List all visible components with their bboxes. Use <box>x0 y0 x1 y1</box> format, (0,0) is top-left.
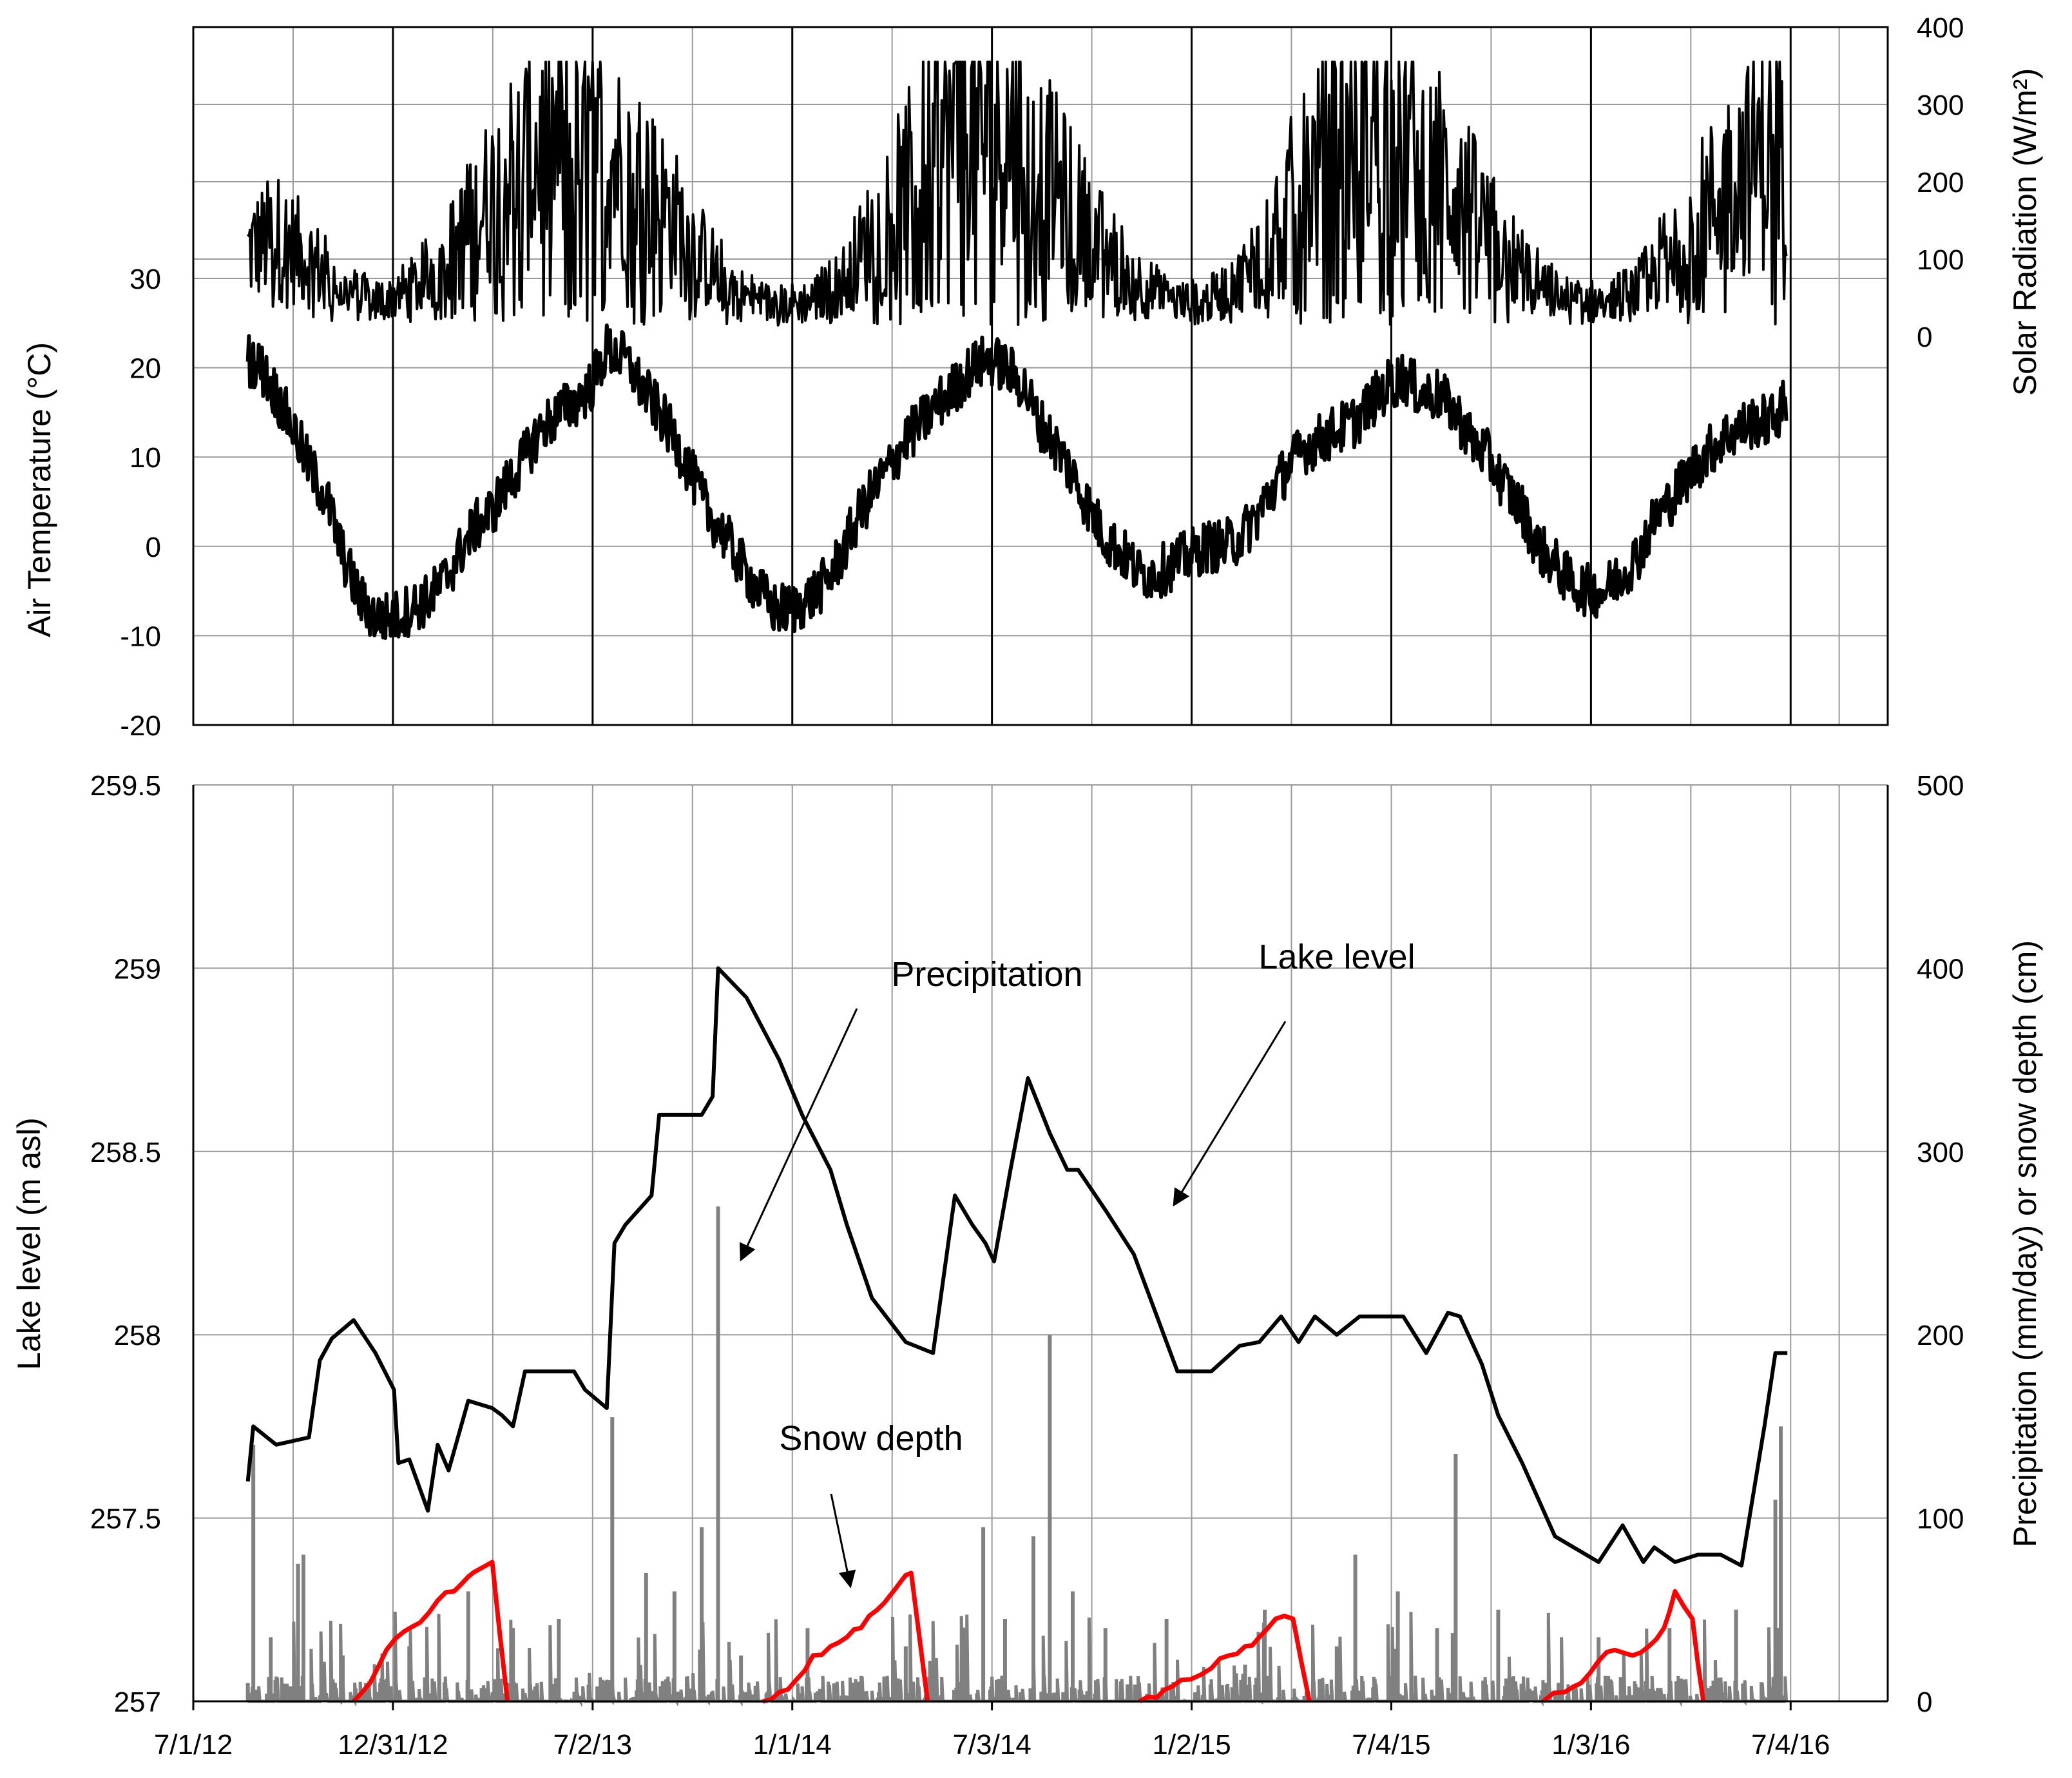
top-right-tick-label: 100 <box>1917 244 1964 276</box>
x-tick-label: 12/31/12 <box>338 1729 448 1761</box>
bottom-right-tick-label: 400 <box>1917 953 1964 985</box>
x-axis-tick-labels: 7/1/12 12/31/12 7/2/13 1/1/14 7/3/14 1/2/15 7/… <box>154 1701 1830 1761</box>
bottom-left-tick-label: 259.5 <box>90 770 161 802</box>
bottom-left-tick-label: 257.5 <box>90 1503 161 1535</box>
snow-depth-line <box>1138 1614 1312 1704</box>
x-tick-label: 1/1/14 <box>753 1729 832 1761</box>
top-left-axis-title: Air Temperature (°C) <box>21 342 57 637</box>
air-temperature-line <box>245 323 1789 640</box>
x-tick-label: 7/4/16 <box>1751 1729 1830 1761</box>
bottom-right-tick-label: 200 <box>1917 1320 1964 1351</box>
top-left-tick-label: -20 <box>120 710 161 742</box>
top-plot-frame <box>192 26 1889 726</box>
bottom-right-tick-label: 0 <box>1917 1686 1932 1718</box>
annotation-precipitation-arrow <box>739 1008 858 1262</box>
bottom-left-tick-label: 258.5 <box>90 1137 161 1168</box>
annotation-lake-level: Lake level <box>1258 938 1415 976</box>
x-tick-label: 7/2/13 <box>553 1729 632 1761</box>
top-right-tick-labels: 0 100 200 300 400 <box>1917 12 1964 353</box>
x-tick-label: 7/3/14 <box>952 1729 1031 1761</box>
top-left-tick-label: 0 <box>146 532 161 563</box>
top-right-tick-label: 300 <box>1917 90 1964 121</box>
top-panel: -20 -10 0 10 20 30 0 100 200 300 400 Air Temperat… <box>21 12 2043 742</box>
top-left-tick-label: 20 <box>130 353 161 385</box>
bottom-right-tick-labels: 0 100 200 300 400 500 <box>1917 770 1964 1718</box>
bottom-left-axis-title: Lake level (m asl) <box>11 1117 47 1370</box>
bottom-left-tick-label: 258 <box>114 1320 161 1351</box>
top-series <box>245 61 1789 640</box>
top-right-tick-label: 200 <box>1917 167 1964 198</box>
bottom-left-tick-labels: 257 257.5 258 258.5 259 259.5 <box>90 770 161 1718</box>
top-right-axis-title: Solar Radiation (W/m²) <box>2007 68 2043 396</box>
snow-depth-line <box>762 1570 930 1704</box>
bottom-panel: 257 257.5 258 258.5 259 259.5 0 100 200 300 400 50… <box>11 770 2043 1761</box>
top-left-tick-label: 10 <box>130 442 161 474</box>
top-left-tick-label: -10 <box>120 621 161 652</box>
bottom-right-tick-label: 500 <box>1917 770 1964 802</box>
annotations: Precipitation Lake level Snow depth <box>739 938 1415 1589</box>
top-left-tick-labels: -20 -10 0 10 20 30 <box>120 264 161 742</box>
annotation-lake-level-arrow <box>1173 1021 1287 1207</box>
x-tick-label: 1/2/15 <box>1152 1729 1231 1761</box>
bottom-left-tick-label: 257 <box>114 1686 161 1718</box>
x-tick-label: 7/1/12 <box>154 1729 233 1761</box>
solar-radiation-line <box>246 61 1788 327</box>
x-tick-label: 1/3/16 <box>1551 1729 1630 1761</box>
lake-level-line <box>245 966 1788 1568</box>
annotation-snow-depth-arrow <box>830 1493 856 1589</box>
annotation-precipitation: Precipitation <box>891 955 1082 994</box>
top-right-tick-label: 0 <box>1917 322 1932 353</box>
bottom-right-tick-label: 300 <box>1917 1137 1964 1168</box>
annotation-snow-depth: Snow depth <box>779 1419 963 1458</box>
bottom-right-axis-title: Precipitation (mm/day) or snow depth (cm… <box>2007 940 2043 1547</box>
top-right-tick-label: 400 <box>1917 12 1964 44</box>
top-left-tick-label: 30 <box>130 264 161 295</box>
snow-depth-line <box>1541 1589 1706 1703</box>
bottom-right-tick-label: 100 <box>1917 1503 1964 1535</box>
snow-depth-line <box>352 1560 510 1703</box>
bottom-left-tick-label: 259 <box>114 953 161 985</box>
x-tick-label: 7/4/15 <box>1352 1729 1430 1761</box>
